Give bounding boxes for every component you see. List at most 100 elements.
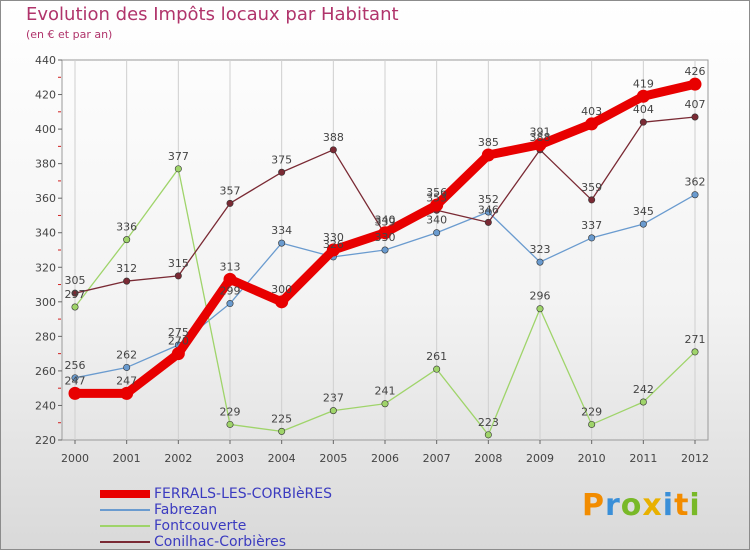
logo-letter: x [642, 488, 663, 523]
x-tick-label: 2000 [61, 452, 89, 465]
logo-letter: r [605, 488, 621, 523]
y-tick-label: 280 [35, 330, 56, 343]
data-label-2: 223 [478, 416, 499, 429]
data-point-1 [484, 208, 492, 216]
data-label-0: 247 [116, 374, 137, 387]
legend-label-ferrals: FERRALS-LES-CORBIèRES [154, 486, 333, 502]
logo-letter: t [674, 488, 690, 523]
data-point-0 [481, 148, 495, 162]
logo-letter: o [620, 488, 643, 523]
legend-label-fabrezan: Fabrezan [154, 502, 218, 518]
data-point-2 [588, 420, 596, 428]
data-point-0 [378, 226, 392, 240]
data-label-1: 345 [633, 205, 654, 218]
data-point-1 [71, 374, 79, 382]
data-point-2 [381, 400, 389, 408]
data-point-1 [278, 239, 286, 247]
data-label-2: 241 [375, 385, 396, 398]
legend-item-conilhac: Conilhac-Corbières [100, 534, 430, 550]
x-tick-label: 2012 [681, 452, 709, 465]
data-label-1: 340 [426, 214, 447, 227]
x-tick-label: 2005 [319, 452, 347, 465]
data-label-2: 297 [65, 288, 86, 301]
data-label-3: 305 [65, 274, 86, 287]
legend-swatch-fabrezan [100, 509, 150, 511]
data-label-2: 229 [220, 405, 241, 418]
data-label-3: 346 [478, 203, 499, 216]
data-label-3: 407 [685, 98, 706, 111]
legend-item-ferrals: FERRALS-LES-CORBIèRES [100, 486, 430, 502]
data-point-3 [691, 113, 699, 121]
data-point-3 [329, 146, 337, 154]
data-point-0 [120, 386, 134, 400]
x-tick-label: 2011 [629, 452, 657, 465]
data-point-2 [71, 303, 79, 311]
data-label-1: 362 [685, 176, 706, 189]
data-point-1 [381, 246, 389, 254]
x-tick-label: 2002 [164, 452, 192, 465]
data-point-0 [326, 243, 340, 257]
data-point-3 [588, 196, 596, 204]
data-point-3 [174, 272, 182, 280]
y-tick-label: 260 [35, 365, 56, 378]
data-label-1: 330 [375, 231, 396, 244]
data-label-3: 404 [633, 103, 654, 116]
data-label-1: 326 [323, 238, 344, 251]
data-point-1 [691, 191, 699, 199]
data-point-2 [123, 236, 131, 244]
x-tick-label: 2007 [423, 452, 451, 465]
data-point-1 [639, 220, 647, 228]
data-label-1: 275 [168, 326, 189, 339]
data-point-3 [226, 199, 234, 207]
legend-label-conilhac: Conilhac-Corbières [154, 534, 287, 550]
logo-letter: i [689, 488, 701, 523]
data-label-1: 299 [220, 285, 241, 298]
y-tick-label: 420 [35, 89, 56, 102]
logo-letter: P [582, 488, 605, 523]
logo-letter: i [662, 488, 675, 523]
data-label-0: 426 [685, 65, 706, 78]
data-label-1: 334 [271, 224, 292, 237]
data-label-0: 356 [426, 186, 447, 199]
data-point-2 [278, 427, 286, 435]
data-point-0 [636, 89, 650, 103]
data-point-2 [536, 305, 544, 313]
data-label-2: 229 [581, 405, 602, 418]
data-point-3 [639, 118, 647, 126]
data-point-0 [68, 386, 82, 400]
data-point-0 [688, 77, 702, 91]
data-point-2 [691, 348, 699, 356]
y-tick-label: 380 [35, 158, 56, 171]
data-point-3 [123, 277, 131, 285]
y-tick-label: 320 [35, 261, 56, 274]
x-tick-label: 2010 [578, 452, 606, 465]
data-label-1: 323 [530, 243, 551, 256]
data-label-0: 419 [633, 77, 654, 90]
y-tick-label: 240 [35, 399, 56, 412]
data-label-2: 225 [271, 412, 292, 425]
data-label-2: 296 [530, 290, 551, 303]
x-tick-label: 2001 [113, 452, 141, 465]
x-tick-label: 2003 [216, 452, 244, 465]
y-tick-label: 360 [35, 192, 56, 205]
data-point-3 [484, 218, 492, 226]
legend: FERRALS-LES-CORBIèRES Fabrezan Fontcouve… [100, 486, 430, 550]
y-tick-label: 400 [35, 123, 56, 136]
data-point-3 [71, 289, 79, 297]
data-point-2 [226, 420, 234, 428]
data-label-0: 385 [478, 136, 499, 149]
data-point-0 [430, 198, 444, 212]
data-label-2: 242 [633, 383, 654, 396]
data-label-0: 340 [375, 214, 396, 227]
proxiti-logo: Proxiti [582, 488, 701, 523]
legend-swatch-fontcouverte [100, 525, 150, 527]
data-label-3: 359 [581, 181, 602, 194]
data-label-0: 391 [530, 126, 551, 139]
data-point-0 [223, 272, 237, 286]
data-point-1 [588, 234, 596, 242]
data-label-0: 313 [220, 260, 241, 273]
data-label-1: 262 [116, 348, 137, 361]
legend-swatch-ferrals [100, 490, 150, 498]
data-label-0: 270 [168, 335, 189, 348]
